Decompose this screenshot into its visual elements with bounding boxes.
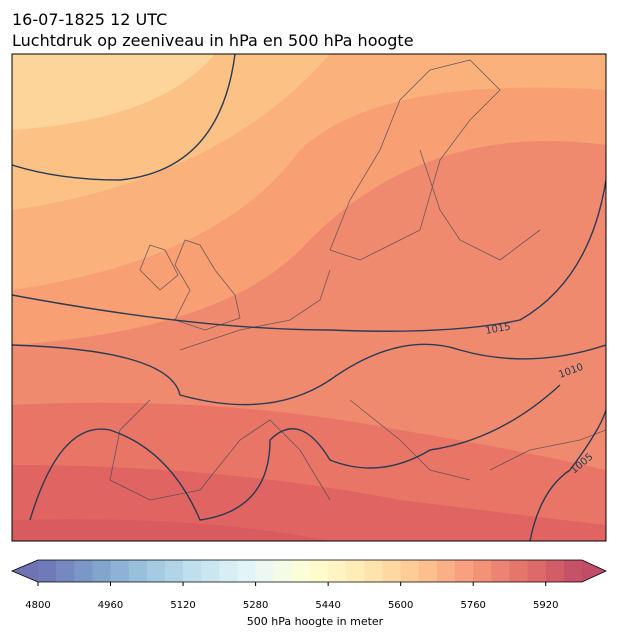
colorbar-segment	[545, 560, 565, 582]
colorbar-frame	[10, 559, 607, 583]
colorbar-segment	[74, 560, 93, 582]
colorbar-segment	[400, 560, 420, 582]
colorbar-tick-label: 5440	[315, 600, 340, 611]
colorbar-label: 500 hPa hoogte in meter	[247, 615, 384, 628]
colorbar-segment	[527, 560, 547, 582]
colorbar-tick-label: 5120	[170, 600, 195, 611]
colorbar-segment	[38, 560, 57, 582]
height-band	[12, 519, 330, 541]
map-frame	[11, 53, 607, 542]
colorbar-segment	[237, 560, 257, 582]
title: 16-07-1825 12 UTC	[12, 10, 167, 29]
colorbar-segment	[310, 560, 329, 582]
colorbar-segment	[473, 560, 492, 582]
colorbar-segment	[219, 560, 238, 582]
coastline	[329, 59, 541, 261]
colorbar-segment	[146, 560, 166, 582]
colorbar-segment	[382, 560, 402, 582]
colorbar: 4800 4960 5120 5280 5440 5600 5760 5920	[10, 559, 607, 611]
isobar	[529, 409, 606, 541]
coastline	[139, 239, 241, 331]
isobar	[12, 54, 236, 181]
colorbar-segment	[110, 560, 130, 582]
colorbar-tick-label: 5600	[388, 600, 413, 611]
colorbar-segment	[201, 560, 220, 582]
colorbar-segment	[128, 560, 148, 582]
colorbar-segment	[291, 560, 311, 582]
colorbar-extend-low	[12, 560, 38, 582]
colorbar-segment	[164, 560, 184, 582]
colorbar-segment	[436, 560, 456, 582]
colorbar-segment	[92, 560, 112, 582]
colorbar-segment	[509, 560, 529, 582]
colorbar-segment	[183, 560, 202, 582]
colorbar-segment	[418, 560, 438, 582]
colorbar-segment	[56, 560, 75, 582]
colorbar-segment	[455, 560, 474, 582]
colorbar-segment	[491, 560, 510, 582]
colorbar-segment	[273, 560, 293, 582]
colorbar-tick-label: 5280	[243, 600, 268, 611]
colorbar-extend-high	[582, 560, 606, 582]
isobar	[29, 384, 561, 521]
coastline	[109, 269, 606, 501]
isobar-label: 1015	[485, 322, 512, 337]
colorbar-segment	[364, 560, 384, 582]
colorbar-segment	[563, 560, 583, 582]
colorbar-segment	[255, 560, 275, 582]
colorbar-tick-label: 4800	[25, 600, 50, 611]
map: 1015 1010 1005	[11, 53, 607, 542]
colorbar-tick-label: 5920	[533, 600, 558, 611]
isobar	[12, 343, 606, 406]
colorbar-tick-label: 4960	[98, 600, 123, 611]
colorbar-segment	[346, 560, 365, 582]
isobar	[12, 179, 606, 332]
colorbar-segment	[328, 560, 347, 582]
colorbar-tick-label: 5760	[460, 600, 485, 611]
subtitle: Luchtdruk op zeeniveau in hPa en 500 hPa…	[12, 31, 414, 50]
